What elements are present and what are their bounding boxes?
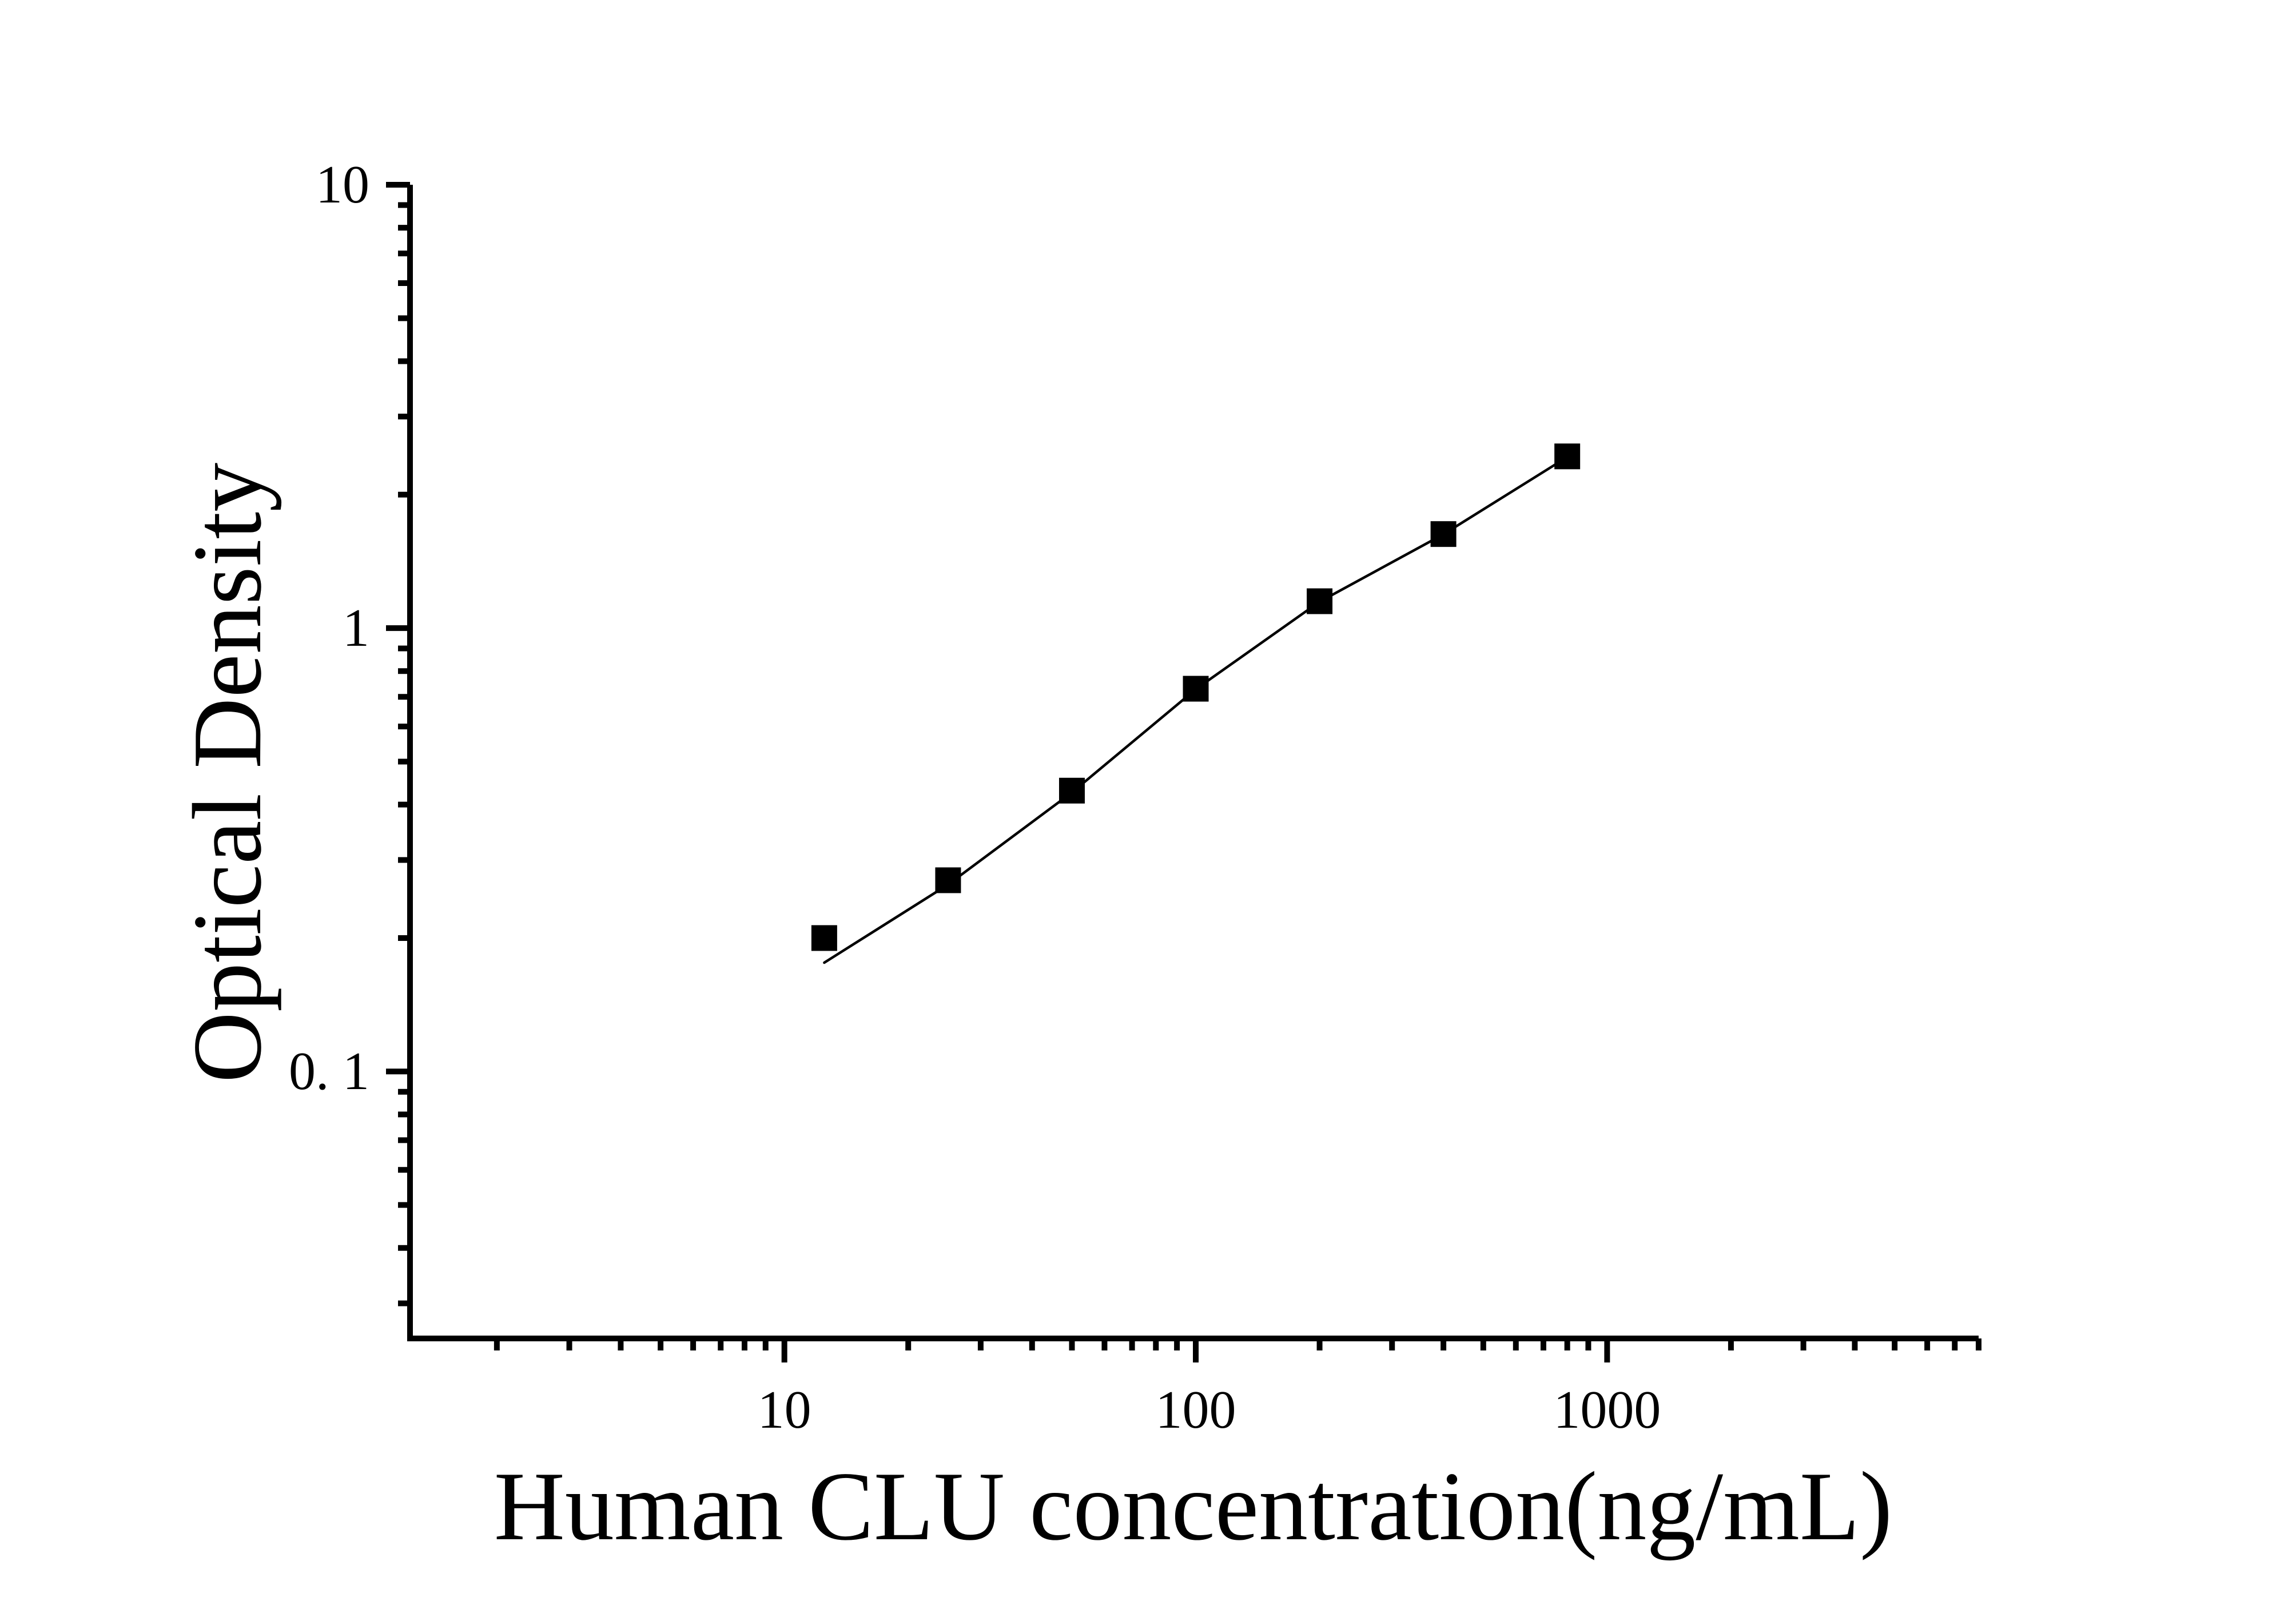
x-tick-label: 100 — [1155, 1380, 1236, 1440]
data-point-marker — [1183, 676, 1209, 702]
y-tick-label: 10 — [316, 155, 369, 214]
x-tick-label: 10 — [757, 1380, 811, 1440]
data-point-marker — [1307, 588, 1333, 614]
x-axis-title: Human CLU concentration(ng/mL) — [494, 1452, 1893, 1561]
y-tick-label: 0. 1 — [289, 1042, 369, 1102]
y-axis-title: Optical Density — [173, 462, 282, 1083]
y-tick-label: 1 — [343, 598, 369, 658]
x-tick-label: 1000 — [1553, 1380, 1661, 1440]
data-point-marker — [1554, 443, 1581, 470]
data-point-marker — [935, 867, 961, 893]
data-point-marker — [811, 925, 837, 951]
data-point-marker — [1430, 521, 1457, 547]
axis-lines — [407, 185, 1979, 1341]
data-point-marker — [1059, 777, 1085, 804]
